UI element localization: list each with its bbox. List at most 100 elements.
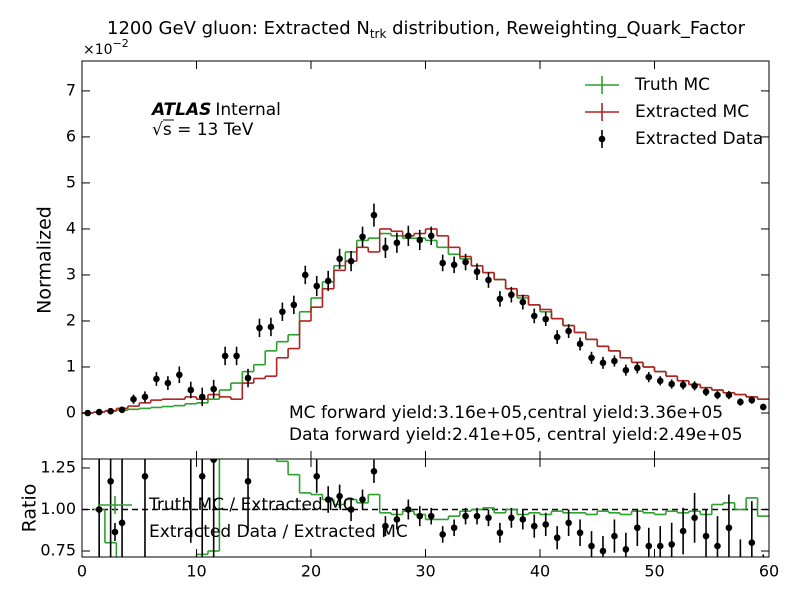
data-point xyxy=(679,527,687,535)
data-point xyxy=(439,259,446,267)
data-point xyxy=(645,373,653,381)
y-tick-label: 1.25 xyxy=(40,457,76,476)
title-main: 1200 GeV gluon: Extracted N xyxy=(107,18,370,39)
data-point xyxy=(725,391,733,399)
data-point xyxy=(553,333,561,341)
data-point xyxy=(748,396,756,404)
offset-exponent: −2 xyxy=(113,37,129,50)
data-point xyxy=(450,524,458,532)
data-point xyxy=(405,506,412,513)
data-point xyxy=(347,257,355,265)
data-point xyxy=(141,393,149,401)
data-point xyxy=(301,271,309,279)
data-point xyxy=(656,542,664,550)
data-point xyxy=(599,359,607,367)
data-point xyxy=(714,542,721,550)
data-point xyxy=(702,388,710,396)
data-point xyxy=(565,327,572,335)
data-point xyxy=(530,312,538,320)
plot-area xyxy=(82,203,769,417)
legend-label: Extracted Data / Extracted MC xyxy=(149,522,408,542)
data-point xyxy=(290,301,298,309)
legend-marker xyxy=(111,528,119,536)
y-tick-label: 0.75 xyxy=(40,541,76,560)
data-point xyxy=(748,539,756,547)
data-point xyxy=(462,258,469,266)
data-point xyxy=(244,477,252,485)
y-tick-label: 5 xyxy=(66,172,76,191)
data-point xyxy=(164,379,172,387)
x-tick-label: 30 xyxy=(415,562,435,581)
data-point xyxy=(210,385,217,393)
data-point xyxy=(634,524,641,532)
data-point xyxy=(530,522,538,530)
data-point xyxy=(267,323,275,331)
data-point xyxy=(759,403,767,411)
y-tick-label: 3 xyxy=(66,264,76,283)
title-subscript: trk xyxy=(370,27,387,41)
data-point xyxy=(599,547,607,555)
data-point xyxy=(405,232,412,240)
data-point xyxy=(359,496,366,503)
data-point xyxy=(634,364,641,372)
data-point xyxy=(702,532,710,540)
data-point xyxy=(473,512,481,520)
energy-label: √s = 13 TeV xyxy=(152,120,254,140)
y-offset: ×10−2 xyxy=(83,37,129,58)
legend-label: Extracted Data xyxy=(635,129,763,149)
data-point xyxy=(439,531,446,538)
data-point xyxy=(622,546,630,553)
data-point xyxy=(508,291,515,299)
data-point xyxy=(107,477,114,485)
data-point xyxy=(118,406,126,414)
y-tick-label: 1.00 xyxy=(40,499,76,518)
data-point xyxy=(679,381,687,389)
data-point xyxy=(198,393,206,401)
data-point xyxy=(141,472,149,480)
legend-label: Truth MC xyxy=(634,75,710,95)
data-point xyxy=(462,512,469,520)
x-tick-label: 0 xyxy=(77,562,87,581)
data-point xyxy=(233,352,240,360)
data-point xyxy=(519,516,527,523)
data-point xyxy=(95,408,103,416)
legend-label: Extracted MC xyxy=(635,102,749,122)
experiment-status: Internal xyxy=(215,100,281,120)
data-point xyxy=(347,506,355,513)
data-point xyxy=(210,459,217,463)
data-point xyxy=(107,407,114,415)
data-point xyxy=(382,244,389,252)
data-point xyxy=(645,542,653,550)
data-point xyxy=(382,522,389,530)
data-point xyxy=(370,211,378,219)
x-tick-label: 10 xyxy=(186,562,206,581)
data-point xyxy=(324,496,332,503)
offset-base: ×10 xyxy=(83,42,113,58)
plot-area xyxy=(82,459,769,557)
data-point xyxy=(336,492,343,500)
x-tick-label: 50 xyxy=(644,562,664,581)
data-point xyxy=(656,377,664,385)
data-point xyxy=(279,308,286,316)
data-point xyxy=(519,298,527,306)
data-point xyxy=(496,295,504,303)
data-point xyxy=(336,255,343,263)
experiment-label: ATLAS Internal xyxy=(150,100,281,120)
data-point xyxy=(473,268,481,276)
data-point xyxy=(256,324,263,332)
y-tick-label: 6 xyxy=(66,126,76,145)
data-point xyxy=(370,467,378,475)
data-point xyxy=(714,391,721,399)
data-point xyxy=(565,519,572,527)
data-point xyxy=(542,315,550,323)
y-tick-label: 0 xyxy=(66,402,76,421)
data-point xyxy=(176,371,183,379)
data-point xyxy=(118,519,126,527)
legend-label: Truth MC / Extracted MC xyxy=(148,495,355,515)
data-point xyxy=(542,521,550,528)
data-point xyxy=(588,542,595,550)
title-rest: distribution, Reweighting_Quark_Factor xyxy=(386,18,745,39)
y-tick-label: 1 xyxy=(66,356,76,375)
